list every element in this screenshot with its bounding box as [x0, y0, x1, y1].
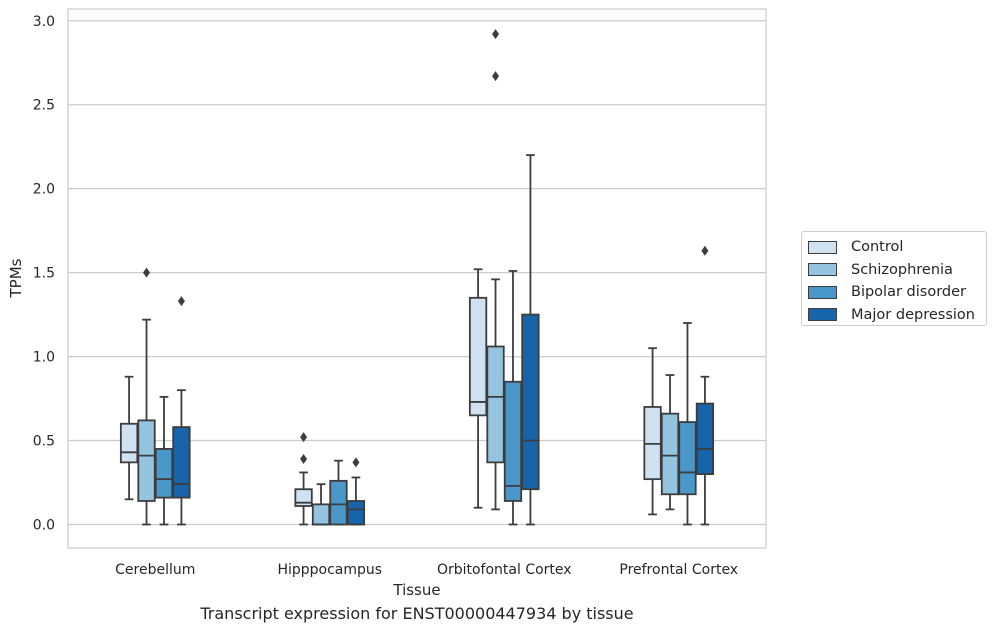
- box-iqr: [660, 412, 680, 496]
- y-tick-label: 3.0: [33, 14, 55, 30]
- outlier-point: [300, 454, 308, 465]
- box-major-depression-prefrontal-cortex: [695, 245, 715, 526]
- box-iqr: [503, 380, 523, 502]
- x-axis-label: Tissue: [392, 581, 440, 599]
- y-tick-label: 1.5: [33, 266, 55, 282]
- y-tick-label: 1.0: [33, 350, 55, 366]
- box-control-orbitofontal-cortex: [468, 268, 488, 509]
- box-control-cerebellum: [119, 375, 139, 501]
- outlier-point: [701, 245, 709, 256]
- box-bipolar-disorder-prefrontal-cortex: [678, 322, 697, 526]
- y-tick-label: 0.0: [33, 517, 55, 533]
- chart-caption: Transcript expression for ENST0000044793…: [200, 604, 634, 623]
- box-iqr: [137, 419, 156, 502]
- box-control-prefrontal-cortex: [643, 347, 662, 516]
- outlier-point: [300, 432, 308, 443]
- outlier-point: [143, 267, 151, 278]
- y-tick-label: 2.0: [33, 182, 55, 198]
- legend-label: Schizophrenia: [851, 261, 953, 278]
- outlier-point: [352, 457, 360, 468]
- box-iqr: [678, 421, 697, 496]
- box-major-depression-orbitofontal-cortex: [521, 154, 540, 526]
- series-control: [119, 268, 662, 526]
- legend-item-major-depression: Major depression: [808, 304, 986, 327]
- box-iqr: [172, 426, 191, 499]
- box-bipolar-disorder-hipppocampus: [329, 459, 348, 526]
- y-tick-label: 0.5: [33, 434, 55, 450]
- outlier-point: [177, 296, 185, 307]
- box-schizophrenia-prefrontal-cortex: [660, 374, 680, 511]
- legend-label: Control: [851, 239, 904, 256]
- x-tick-label-cerebellum: Cerebellum: [115, 562, 195, 578]
- box-schizophrenia-cerebellum: [137, 267, 156, 526]
- legend-swatch: [808, 240, 837, 254]
- legend-item-bipolar-disorder: Bipolar disorder: [808, 281, 986, 304]
- box-schizophrenia-orbitofontal-cortex: [486, 29, 505, 511]
- box-iqr: [329, 479, 348, 526]
- box-groups: [119, 29, 715, 526]
- box-iqr: [119, 422, 139, 464]
- legend-swatch: [808, 308, 837, 322]
- legend: Control Schizophrenia Bipolar disorder Majo…: [801, 231, 987, 326]
- outlier-point: [492, 29, 500, 40]
- legend-item-schizophrenia: Schizophrenia: [808, 259, 986, 282]
- x-tick-label-prefrontal-cortex: Prefrontal Cortex: [619, 562, 738, 578]
- legend-label: Bipolar disorder: [851, 284, 966, 301]
- box-iqr: [311, 503, 331, 526]
- y-tick-label: 2.5: [33, 98, 55, 114]
- box-control-hipppocampus: [294, 432, 313, 526]
- box-iqr: [346, 500, 366, 526]
- box-iqr: [486, 345, 505, 464]
- y-axis-label: TPMs: [7, 258, 25, 298]
- box-major-depression-cerebellum: [172, 296, 191, 526]
- x-tick-label-hipppocampus: Hipppocampus: [277, 562, 382, 578]
- box-schizophrenia-hipppocampus: [311, 483, 331, 526]
- box-iqr: [695, 402, 715, 476]
- legend-swatch: [808, 285, 837, 299]
- series-bipolar-disorder: [154, 270, 697, 526]
- x-tick-labels: Cerebellum Hipppocampus Orbitofontal Corte…: [115, 562, 738, 578]
- legend-label: Major depression: [851, 306, 975, 323]
- series-schizophrenia: [137, 29, 680, 526]
- legend-swatch: [808, 263, 837, 277]
- box-iqr: [521, 313, 540, 491]
- x-tick-label-orbitofontal-cortex: Orbitofontal Cortex: [437, 562, 572, 578]
- box-iqr: [468, 296, 488, 417]
- box-major-depression-hipppocampus: [346, 457, 366, 526]
- y-tick-labels: 0.0 0.5 1.0 1.5 2.0 2.5 3.0: [33, 14, 55, 534]
- series-major-depression: [172, 154, 715, 526]
- outlier-point: [492, 71, 500, 82]
- box-bipolar-disorder-orbitofontal-cortex: [503, 270, 523, 526]
- box-iqr: [154, 448, 174, 499]
- box-bipolar-disorder-cerebellum: [154, 395, 174, 526]
- plot-area-frame: [67, 8, 767, 549]
- legend-item-control: Control: [808, 236, 986, 259]
